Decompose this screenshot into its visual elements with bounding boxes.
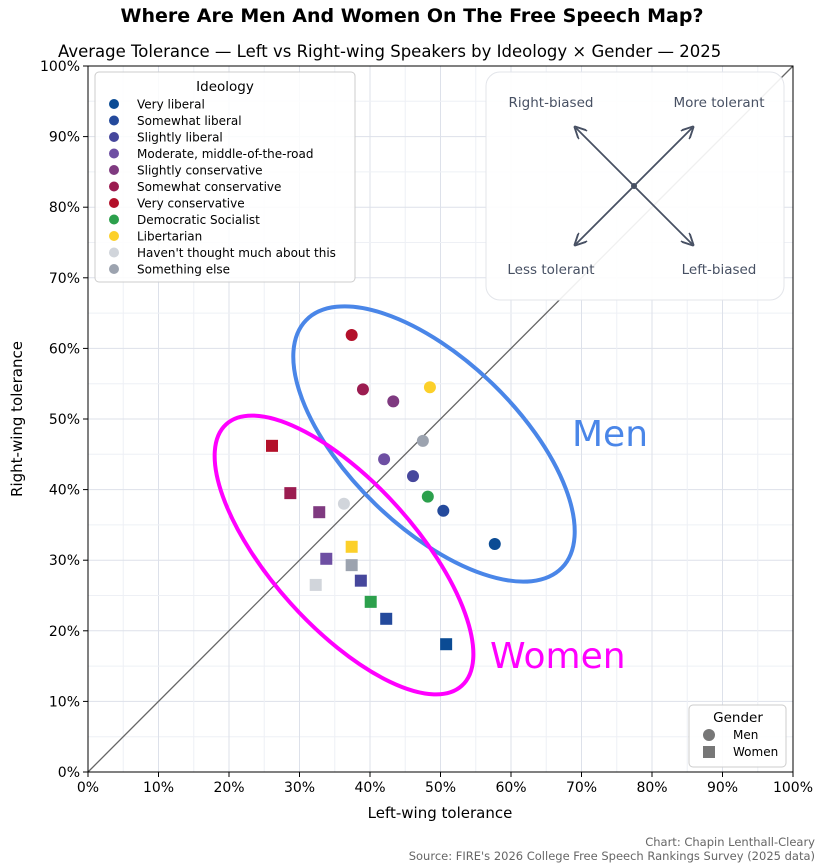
point-women xyxy=(313,506,326,519)
legend-marker xyxy=(109,132,119,142)
legend-label: Very liberal xyxy=(137,98,205,112)
point-men xyxy=(356,383,369,396)
legend-marker xyxy=(109,99,119,109)
point-women xyxy=(320,552,333,565)
point-men xyxy=(423,381,436,394)
x-tick-label: 10% xyxy=(143,780,174,796)
women-label: Women xyxy=(490,636,626,677)
y-axis-label: Right-wing tolerance xyxy=(8,341,26,497)
quadrant-bottom-left: Less tolerant xyxy=(507,262,594,278)
quadrant-top-left: Right-biased xyxy=(509,95,594,111)
y-tick-label: 0% xyxy=(58,765,80,781)
y-tick-label: 30% xyxy=(49,553,80,569)
legend-marker xyxy=(109,198,119,208)
point-men xyxy=(378,453,391,466)
legend-marker xyxy=(109,148,119,159)
y-tick-label: 10% xyxy=(49,694,80,710)
legend-label: Somewhat liberal xyxy=(137,114,242,128)
gender-legend-title: Gender xyxy=(713,710,763,726)
legend-label: Libertarian xyxy=(137,230,202,244)
quadrant-arrow xyxy=(633,185,692,244)
x-axis-label: Left-wing tolerance xyxy=(368,804,513,822)
legend-marker xyxy=(109,165,119,175)
point-men xyxy=(437,504,450,517)
y-tick-label: 90% xyxy=(49,130,80,146)
quadrant-arrow xyxy=(576,128,635,187)
legend-marker xyxy=(109,214,119,225)
x-tick-label: 100% xyxy=(773,780,813,796)
point-men xyxy=(421,490,434,503)
x-tick-label: 0% xyxy=(77,780,99,796)
x-tick-label: 30% xyxy=(284,780,315,796)
x-tick-label: 20% xyxy=(213,780,244,796)
point-men xyxy=(416,434,429,447)
point-women xyxy=(266,439,279,452)
legend-marker xyxy=(109,247,119,258)
legend-title: Ideology xyxy=(196,79,254,95)
point-women xyxy=(364,595,377,608)
legend-marker xyxy=(109,231,119,241)
x-tick-label: 40% xyxy=(354,780,385,796)
legend-label: Haven't thought much about this xyxy=(137,246,336,260)
chart-title: Where Are Men And Women On The Free Spee… xyxy=(121,5,704,27)
legend-men-label: Men xyxy=(733,728,758,742)
legend-women-label: Women xyxy=(733,745,778,759)
legend-marker xyxy=(109,115,119,126)
x-tick-label: 70% xyxy=(566,780,597,796)
x-tick-label: 60% xyxy=(495,780,526,796)
quadrant-arrow xyxy=(576,185,635,244)
chart-credit: Chart: Chapin Lenthall-Cleary xyxy=(645,835,815,849)
legend-label: Moderate, middle-of-the-road xyxy=(137,147,313,161)
point-women xyxy=(345,559,358,572)
legend-men-marker xyxy=(703,729,715,741)
legend-label: Very conservative xyxy=(137,197,245,211)
quadrant-bottom-right: Left-biased xyxy=(682,262,757,278)
legend-label: Something else xyxy=(137,263,230,277)
y-tick-label: 20% xyxy=(49,624,80,640)
point-men xyxy=(407,470,420,483)
legend-label: Slightly conservative xyxy=(137,164,263,178)
point-women xyxy=(440,638,453,651)
legend-label: Slightly liberal xyxy=(137,131,223,145)
x-tick-label: 90% xyxy=(707,780,738,796)
ideology-legend-box xyxy=(94,71,356,283)
x-tick-label: 80% xyxy=(636,780,667,796)
point-men xyxy=(345,328,358,341)
quadrant-top-right: More tolerant xyxy=(673,95,764,111)
point-women xyxy=(309,578,322,591)
y-tick-label: 100% xyxy=(40,59,80,75)
y-tick-label: 50% xyxy=(49,412,80,428)
point-men xyxy=(387,395,400,408)
y-tick-label: 60% xyxy=(49,341,80,357)
legend-marker xyxy=(109,181,119,192)
legend-marker xyxy=(109,264,119,274)
quadrant-center xyxy=(631,183,637,189)
legend-women-marker xyxy=(703,746,715,758)
men-ellipse xyxy=(291,304,577,584)
point-men xyxy=(488,537,501,550)
y-tick-label: 80% xyxy=(49,200,80,216)
legend-label: Somewhat conservative xyxy=(137,180,281,194)
legend-label: Democratic Socialist xyxy=(137,213,260,227)
point-women xyxy=(284,487,297,500)
chart-subtitle: Average Tolerance — Left vs Right-wing S… xyxy=(58,42,721,61)
y-tick-label: 40% xyxy=(49,483,80,499)
point-women xyxy=(345,540,358,553)
women-ellipse xyxy=(212,413,476,697)
point-women xyxy=(354,574,367,587)
men-label: Men xyxy=(572,414,648,455)
chart-source: Source: FIRE's 2026 College Free Speech … xyxy=(409,849,815,863)
x-tick-label: 50% xyxy=(425,780,456,796)
y-tick-label: 70% xyxy=(49,271,80,287)
point-women xyxy=(380,612,393,625)
point-men xyxy=(337,497,350,510)
quadrant-arrow xyxy=(633,128,692,187)
